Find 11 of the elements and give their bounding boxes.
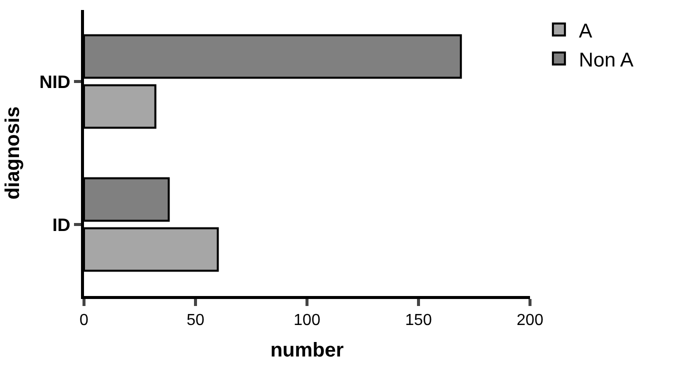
x-tick-label: 150 xyxy=(405,312,432,330)
x-tick-label: 50 xyxy=(186,312,204,330)
y-tick-label: NID xyxy=(39,72,70,92)
y-axis-title: diagnosis xyxy=(2,106,24,200)
x-axis-title: number xyxy=(270,340,344,362)
x-tick-label: 100 xyxy=(294,312,320,330)
x-tick-label: 0 xyxy=(80,312,89,330)
legend-label: A xyxy=(578,20,593,42)
y-tick-label: ID xyxy=(52,214,70,235)
x-tick-label: 200 xyxy=(516,312,544,330)
legend-label: Non A xyxy=(578,49,634,72)
